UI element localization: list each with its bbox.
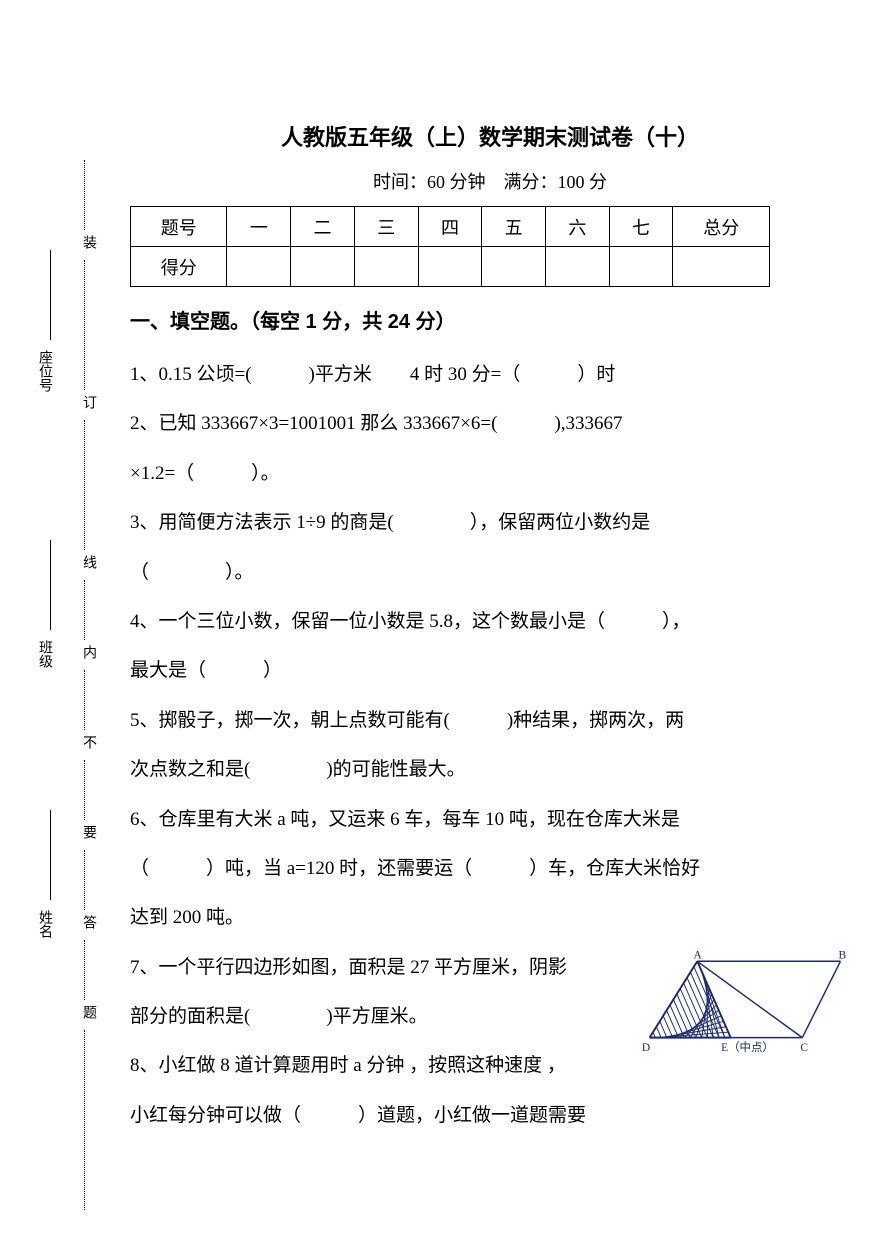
question-8a: 8、小红做 8 道计算题用时 a 分钟 ，按照这种速度 ， — [130, 1041, 620, 1090]
binding-bu: 不 — [78, 735, 98, 757]
section-1-head: 一、填空题。（每空 1 分，共 24 分） — [130, 305, 850, 334]
question-5a: 5、掷骰子，掷一次，朝上点数可能有( )种结果，掷两次，两 — [130, 696, 850, 745]
question-4b: 最大是（ ） — [130, 646, 850, 695]
question-8b: 小红每分钟可以做（ ）道题，小红做一道题需要 — [130, 1091, 850, 1140]
score-header-cell: 五 — [482, 207, 546, 247]
svg-text:C: C — [800, 1042, 808, 1054]
binding-da: 答 — [78, 915, 98, 937]
exam-title: 人教版五年级（上）数学期末测试卷（十） — [130, 120, 850, 152]
exam-content: 人教版五年级（上）数学期末测试卷（十） 时间：60 分钟 满分：100 分 题号… — [130, 120, 850, 1140]
svg-text:D: D — [642, 1042, 650, 1054]
question-4a: 4、一个三位小数，保留一位小数是 5.8，这个数最小是（ ）， — [130, 597, 850, 646]
question-3b: （ ）。 — [130, 548, 850, 597]
question-2b: ×1.2=（ ）。 — [130, 449, 850, 498]
question-6a: 6、仓库里有大米 a 吨，又运来 6 车，每车 10 吨，现在仓库大米是 — [130, 795, 850, 844]
svg-text:E（中点）: E（中点） — [721, 1041, 774, 1054]
table-row: 得分 — [131, 247, 770, 287]
field-name-label: 姓名 — [34, 910, 54, 938]
binding-yao: 要 — [78, 825, 98, 847]
binding-xian: 线 — [78, 555, 98, 577]
score-header-cell: 总分 — [673, 207, 770, 247]
question-5b: 次点数之和是( )的可能性最大。 — [130, 745, 850, 794]
binding-strip: 装 订 线 内 不 要 答 题 — [70, 160, 100, 1210]
score-table: 题号 一 二 三 四 五 六 七 总分 得分 — [130, 206, 770, 287]
question-7b: 部分的面积是( )平方厘米。 — [130, 992, 620, 1041]
field-class-line — [50, 540, 52, 630]
score-header-cell: 六 — [546, 207, 610, 247]
score-header-cell: 四 — [418, 207, 482, 247]
binding-zhuang: 装 — [78, 235, 98, 257]
question-3a: 3、用简便方法表示 1÷9 的商是( ），保留两位小数约是 — [130, 498, 850, 547]
binding-nei: 内 — [78, 645, 98, 667]
svg-text:A: A — [693, 949, 702, 961]
score-row-label: 得分 — [131, 247, 227, 287]
field-name-line — [50, 810, 52, 900]
score-header-cell: 二 — [291, 207, 355, 247]
binding-ti: 题 — [78, 1005, 98, 1027]
score-header-cell: 一 — [227, 207, 291, 247]
score-header-cell: 题号 — [131, 207, 227, 247]
svg-text:B: B — [839, 949, 847, 961]
score-header-cell: 三 — [354, 207, 418, 247]
parallelogram-diagram: A B C D E（中点） — [640, 949, 850, 1069]
question-6b: （ ）吨，当 a=120 时，还需要运（ ）车，仓库大米恰好 — [130, 844, 850, 893]
question-2a: 2、已知 333667×3=1001001 那么 333667×6=( ),33… — [130, 399, 850, 448]
score-header-cell: 七 — [609, 207, 673, 247]
field-seat-line — [50, 250, 52, 340]
question-6c: 达到 200 吨。 — [130, 893, 850, 942]
question-1: 1、0.15 公顷=( )平方米 4 时 30 分=（ ）时 — [130, 350, 850, 399]
question-7a: 7、一个平行四边形如图，面积是 27 平方厘米，阴影 — [130, 943, 620, 992]
exam-subtitle: 时间：60 分钟 满分：100 分 — [130, 168, 850, 194]
field-seat-label: 座位号 — [34, 350, 54, 392]
field-class-label: 班级 — [34, 640, 54, 668]
binding-ding: 订 — [78, 395, 98, 417]
table-row: 题号 一 二 三 四 五 六 七 总分 — [131, 207, 770, 247]
